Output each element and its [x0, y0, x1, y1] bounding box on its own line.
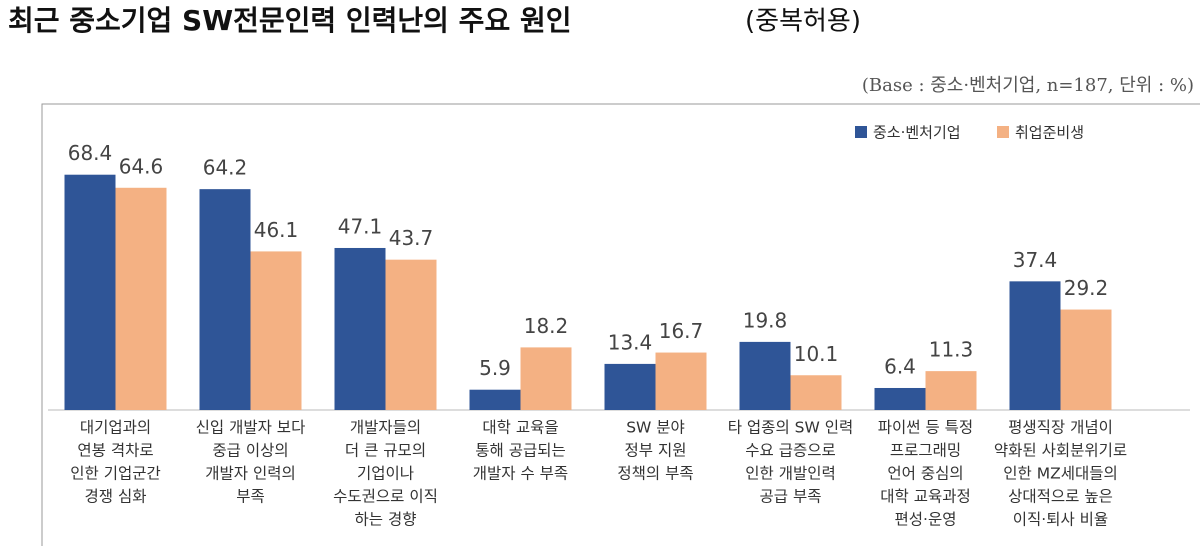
x-tick-label: 수도권으로 이직 [333, 488, 438, 506]
x-tick-label: 하는 경향 [355, 511, 417, 529]
bar [115, 187, 167, 410]
x-tick-label: 개발자 수 부족 [473, 465, 568, 483]
x-tick-label: 언어 중심의 [887, 465, 963, 483]
legend-label: 중소·벤처기업 [873, 124, 961, 142]
x-tick-label: 개발자 인력의 [205, 465, 296, 483]
value-label: 43.7 [389, 226, 434, 250]
value-label: 16.7 [659, 319, 704, 343]
x-tick-label: 인한 MZ세대들의 [1003, 465, 1117, 483]
value-label: 10.1 [794, 342, 839, 366]
legend-swatch [855, 126, 867, 138]
x-tick-label: 더 큰 규모의 [345, 442, 426, 460]
legend-swatch [997, 126, 1009, 138]
value-label: 29.2 [1064, 276, 1109, 300]
value-label: 5.9 [479, 356, 511, 380]
x-tick-label: 파이썬 등 특정 [878, 419, 973, 437]
bar [790, 375, 842, 410]
value-label: 37.4 [1013, 248, 1058, 272]
value-label: 18.2 [524, 314, 569, 338]
value-label: 64.6 [119, 154, 164, 178]
x-tick-label: 편성·운영 [895, 511, 957, 529]
x-tick-label: 이직·퇴사 비율 [1013, 511, 1108, 529]
bar [739, 341, 791, 410]
x-tick-label: 대학 교육을 [482, 419, 558, 437]
value-label: 13.4 [608, 330, 653, 354]
chart-note: (Base : 중소·벤처기업, n=187, 단위 : %) [862, 75, 1194, 96]
x-tick-label: 기업이나 [357, 465, 414, 483]
x-tick-label: 정책의 부족 [617, 465, 693, 483]
x-tick-label: 공급 부족 [760, 488, 822, 506]
x-tick-label: 상대적으로 높은 [1008, 488, 1113, 506]
legend-label: 취업준비생 [1015, 124, 1084, 142]
bar [64, 174, 116, 410]
bar [334, 247, 386, 410]
x-tick-label: 개발자들의 [350, 419, 421, 437]
bar [874, 387, 926, 410]
value-label: 6.4 [884, 354, 916, 378]
value-label: 68.4 [68, 141, 113, 165]
x-tick-label: 프로그래밍 [890, 442, 961, 460]
value-label: 11.3 [929, 338, 974, 362]
bar [604, 363, 656, 410]
chart-title-suffix: (중복허용) [745, 7, 861, 37]
value-label: 64.2 [203, 156, 248, 180]
value-label: 19.8 [743, 308, 788, 332]
x-tick-label: 연봉 격차로 [77, 442, 153, 460]
x-tick-label: 수요 급증으로 [745, 442, 836, 460]
x-tick-label: 인한 기업군간 [70, 465, 161, 483]
x-tick-label: 신입 개발자 보다 [196, 419, 306, 437]
x-tick-label: 경쟁 심화 [85, 488, 147, 506]
bar [1009, 281, 1061, 410]
bar [250, 251, 302, 410]
x-tick-label: 인한 개발인력 [745, 465, 836, 483]
value-label: 47.1 [338, 214, 383, 238]
bar [520, 347, 572, 410]
x-tick-label: 평생직장 개념이 [1008, 419, 1113, 437]
bar [469, 389, 521, 410]
bar [385, 259, 437, 410]
bar [925, 371, 977, 410]
x-tick-label: 중급 이상의 [212, 442, 288, 460]
value-label: 46.1 [254, 218, 299, 242]
x-tick-label: 대학 교육과정 [880, 488, 971, 506]
x-tick-label: 부족 [236, 488, 265, 506]
x-tick-label: 타 업종의 SW 인력 [728, 419, 854, 437]
x-tick-label: 약화된 사회분위기로 [994, 442, 1127, 460]
x-tick-label: SW 분야 [626, 419, 685, 437]
chart-frame [41, 103, 1200, 550]
x-tick-label: 통해 공급되는 [475, 442, 566, 460]
bar [1060, 309, 1112, 410]
bar [655, 352, 707, 410]
x-tick-label: 대기업과의 [80, 419, 151, 437]
x-tick-label: 정부 지원 [625, 442, 687, 460]
chart-title: 최근 중소기업 SW전문인력 인력난의 주요 원인 [8, 4, 571, 37]
bar [199, 189, 251, 410]
